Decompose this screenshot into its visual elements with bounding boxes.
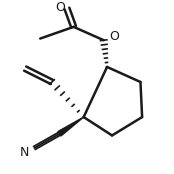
Polygon shape <box>58 117 84 136</box>
Text: O: O <box>55 1 65 14</box>
Text: O: O <box>109 30 119 43</box>
Text: N: N <box>20 146 29 159</box>
